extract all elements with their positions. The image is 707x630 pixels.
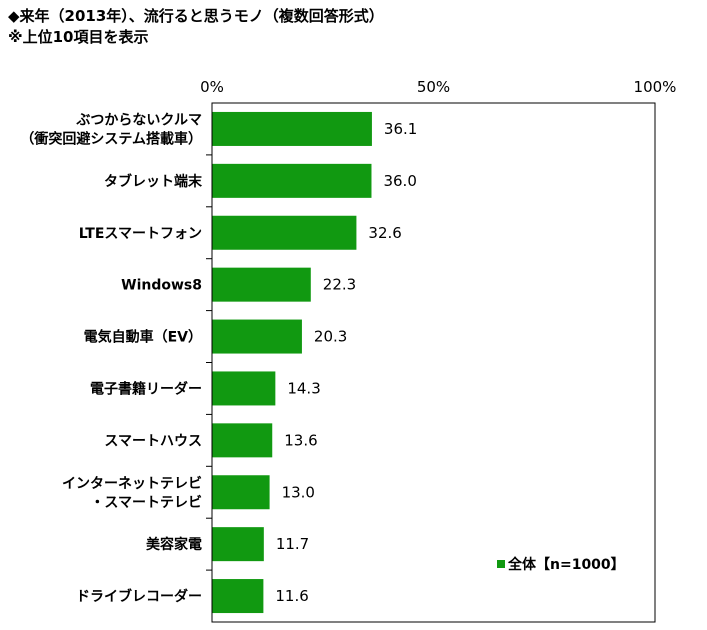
- value-label: 22.3: [323, 276, 356, 294]
- value-label: 32.6: [368, 224, 401, 242]
- bar: [212, 163, 372, 198]
- legend-label: 全体【n=1000】: [507, 556, 625, 573]
- category-label: 電子書籍リーダー: [90, 380, 202, 397]
- category-label: ・スマートテレビ: [90, 495, 202, 511]
- x-tick-label: 0%: [200, 78, 224, 96]
- value-label: 11.6: [275, 587, 308, 605]
- category-label: ドライブレコーダー: [76, 588, 202, 605]
- chart-note: ※上位10項目を表示: [8, 28, 149, 46]
- category-label: スマートハウス: [104, 433, 202, 449]
- bar: [212, 215, 357, 250]
- category-label: 電気自動車（EV）: [84, 329, 202, 346]
- value-label: 14.3: [287, 379, 320, 397]
- plot-frame: [211, 102, 656, 623]
- bar: [212, 475, 270, 510]
- bar: [212, 111, 372, 146]
- legend-swatch: [497, 560, 505, 568]
- category-label: インターネットテレビ: [62, 476, 202, 492]
- value-label: 13.6: [284, 431, 317, 449]
- x-tick-label: 100%: [634, 78, 677, 96]
- category-label: （衝突回避システム搭載車）: [20, 130, 202, 147]
- category-label: 美容家電: [146, 536, 202, 553]
- category-label: ぶつからないクルマ: [75, 112, 202, 128]
- category-label: Windows8: [121, 278, 202, 294]
- bar: [212, 319, 302, 354]
- value-label: 36.0: [383, 172, 416, 190]
- x-tick-label: 50%: [417, 78, 450, 96]
- category-label: タブレット端末: [104, 173, 203, 190]
- value-label: 13.0: [282, 483, 315, 501]
- value-label: 11.7: [276, 535, 309, 553]
- bar: [212, 267, 311, 302]
- value-label: 36.1: [384, 120, 417, 138]
- title-block: ◆来年（2013年）、流行ると思うモノ（複数回答形式） ※上位10項目を表示: [8, 6, 384, 48]
- chart-title: ◆来年（2013年）、流行ると思うモノ（複数回答形式）: [8, 7, 384, 25]
- category-label: LTEスマートフォン: [79, 226, 202, 242]
- bar: [212, 371, 276, 406]
- value-label: 20.3: [314, 328, 347, 346]
- bar: [212, 579, 264, 614]
- bar: [212, 527, 264, 562]
- bar: [212, 423, 273, 458]
